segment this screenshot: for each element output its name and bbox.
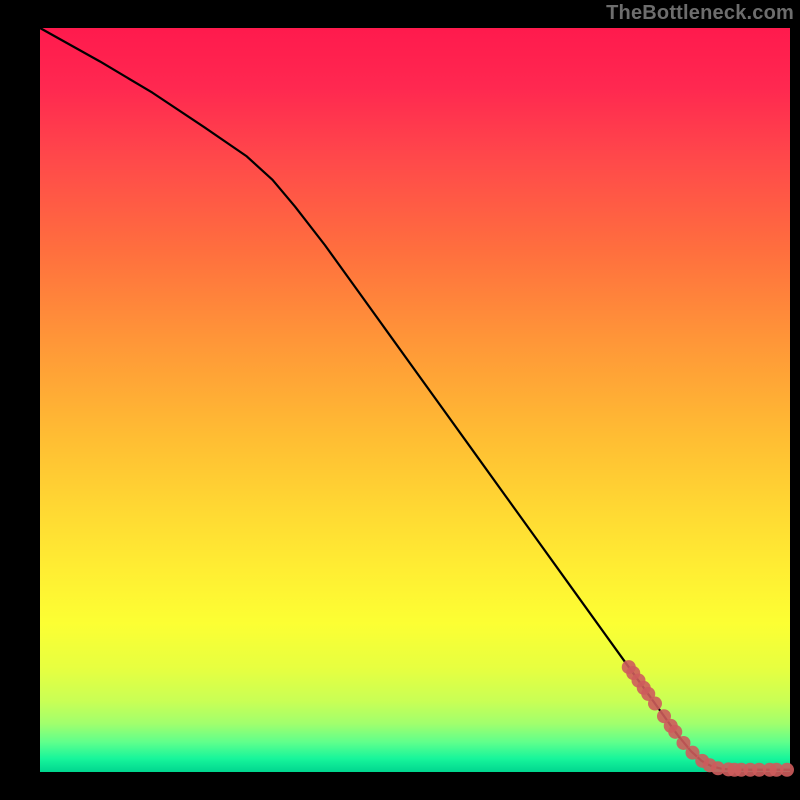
chart-svg	[0, 0, 800, 800]
chart-root: TheBottleneck.com	[0, 0, 800, 800]
data-point	[648, 697, 662, 711]
plot-background	[40, 28, 790, 772]
watermark-label: TheBottleneck.com	[606, 2, 794, 25]
data-point	[780, 763, 794, 777]
data-point	[668, 725, 682, 739]
